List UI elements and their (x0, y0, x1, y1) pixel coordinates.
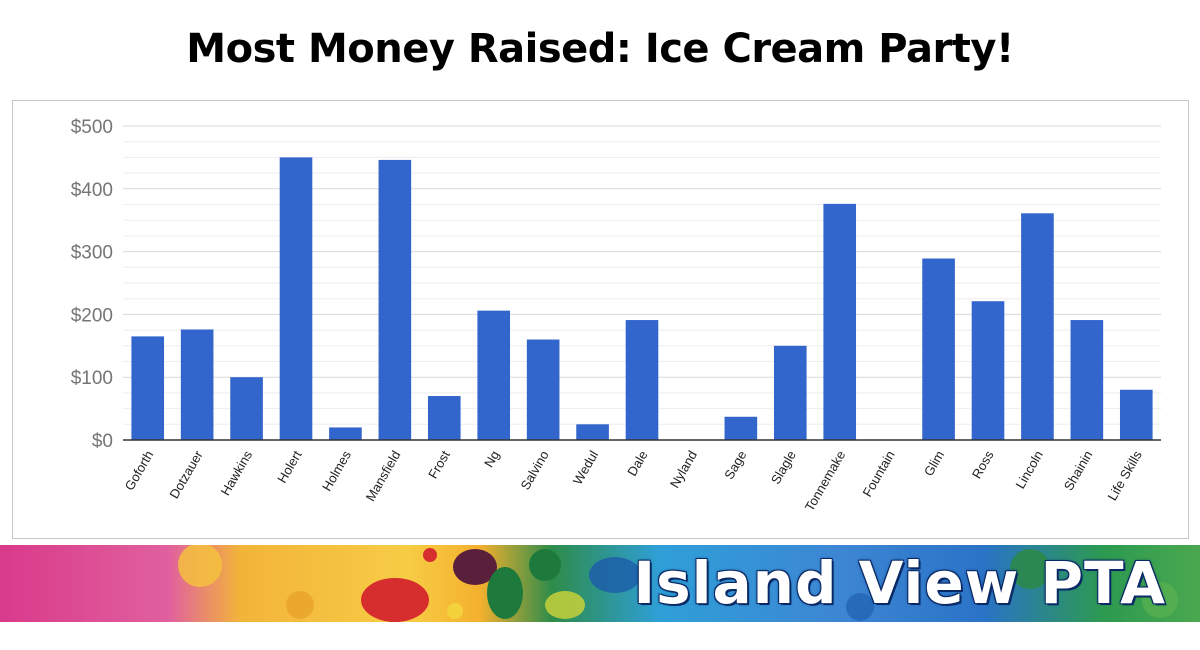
slide-title: Most Money Raised: Ice Cream Party! (186, 26, 1014, 72)
x-axis-ticks: Goforth Dotzauer Hawkins Holert Holmes Mansfi… (122, 447, 1145, 513)
chart-frame: $0 $100 $200 $300 $400 $500 Goforth Dotzauer Ha… (12, 100, 1189, 539)
x-tick-label: Mansfield (363, 448, 404, 504)
x-tick-label: Holert (274, 448, 305, 486)
bar-chart: $0 $100 $200 $300 $400 $500 Goforth Dotzauer Ha… (71, 117, 1161, 514)
x-tick-label: Tonnemake (802, 448, 849, 514)
bar (131, 336, 165, 440)
x-tick-label: Frost (425, 448, 453, 481)
bar (773, 345, 807, 440)
y-tick-label: $500 (71, 117, 113, 138)
bar (378, 159, 412, 441)
bar (922, 258, 955, 440)
bar (576, 424, 609, 440)
bar (230, 377, 263, 440)
x-tick-label: Glim (921, 448, 947, 479)
bar (180, 329, 214, 440)
x-tick-label: Life Skills (1104, 448, 1145, 503)
y-axis-ticks: $0 $100 $200 $300 $400 $500 (71, 117, 113, 452)
x-tick-label: Slagle (768, 448, 799, 487)
bar (625, 320, 659, 440)
x-tick-label: Holmes (319, 448, 354, 494)
x-tick-label: Ross (969, 448, 997, 482)
bar (477, 310, 511, 440)
banner-title: Island View PTA (633, 549, 1166, 617)
bar (427, 396, 461, 440)
y-tick-label: $200 (71, 305, 113, 326)
bar (971, 301, 1005, 440)
bar (329, 427, 362, 440)
bar (279, 157, 313, 440)
y-tick-label: $400 (71, 180, 113, 201)
x-tick-label: Dale (624, 448, 650, 479)
bar (526, 339, 560, 440)
bar (1119, 389, 1153, 440)
x-tick-label: Fountain (859, 448, 897, 499)
bar (1021, 213, 1054, 440)
y-tick-label: $100 (71, 368, 113, 389)
x-tick-label: Ng (481, 448, 502, 470)
x-tick-label: Goforth (122, 448, 157, 493)
paint-splash-background (0, 545, 1200, 622)
x-tick-label: Sage (721, 448, 749, 482)
x-tick-label: Dotzauer (166, 447, 206, 501)
banner: Island View PTA (0, 545, 1200, 622)
x-tick-label: Hawkins (218, 448, 256, 498)
bar (823, 203, 857, 440)
x-tick-label: Salvino (517, 448, 551, 492)
y-tick-label: $300 (71, 243, 113, 264)
y-tick-label: $0 (92, 431, 113, 452)
bars (131, 157, 1153, 441)
bar (724, 416, 758, 440)
x-tick-label: Shainin (1061, 448, 1096, 493)
x-tick-label: Wedul (570, 448, 601, 487)
x-tick-label: Nyland (667, 448, 700, 491)
x-tick-label: Lincoln (1012, 448, 1046, 491)
bar (1070, 320, 1104, 440)
